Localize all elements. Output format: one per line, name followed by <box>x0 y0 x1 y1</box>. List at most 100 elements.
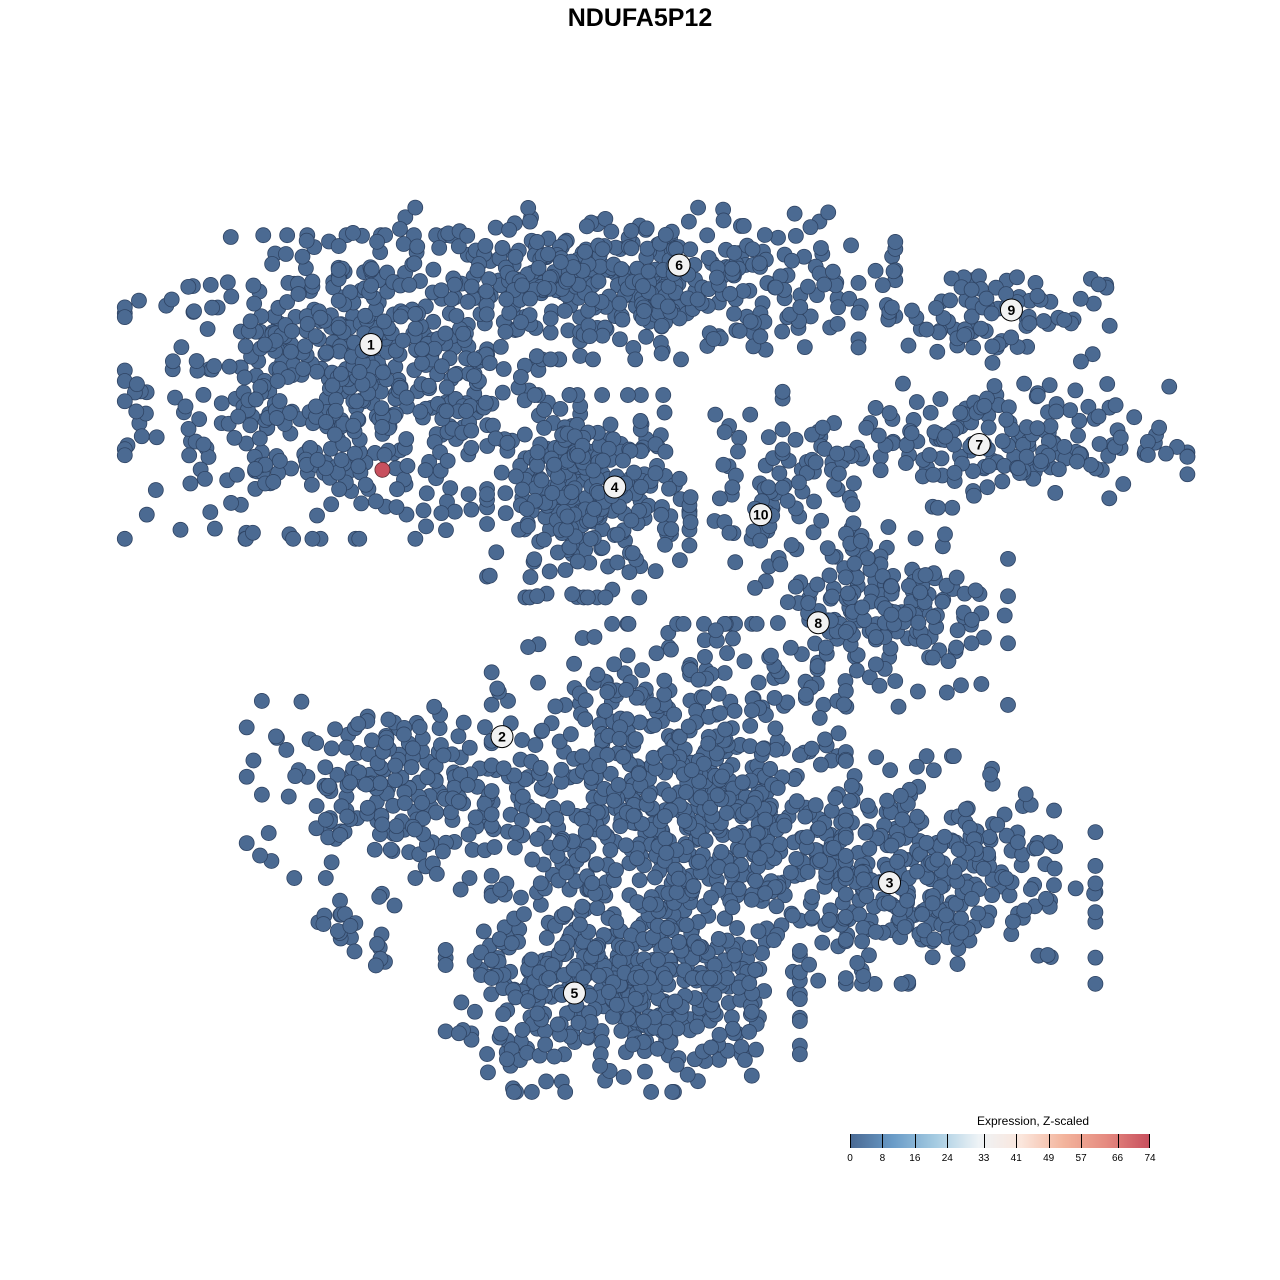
data-point <box>332 892 348 909</box>
data-point <box>478 306 495 323</box>
data-point <box>522 290 538 307</box>
data-point <box>727 554 744 571</box>
data-point <box>368 493 384 510</box>
data-point <box>551 733 568 750</box>
data-point <box>1016 902 1033 919</box>
data-point <box>581 328 598 345</box>
data-point <box>382 841 399 858</box>
data-point <box>813 240 829 256</box>
data-point <box>825 263 841 280</box>
data-point <box>147 482 164 498</box>
data-point <box>786 205 803 222</box>
data-point <box>298 232 315 249</box>
data-point <box>783 252 800 269</box>
data-point <box>230 408 247 425</box>
data-point <box>637 1063 653 1080</box>
data-point <box>648 645 665 662</box>
data-point <box>536 531 552 548</box>
data-point <box>455 325 472 342</box>
data-point <box>479 1046 495 1062</box>
data-point <box>1072 290 1089 307</box>
data-point <box>342 774 358 791</box>
data-point <box>1029 288 1046 304</box>
data-point <box>577 243 593 260</box>
data-point <box>898 455 914 471</box>
data-point <box>345 417 362 434</box>
data-point <box>389 481 405 498</box>
data-point <box>657 536 673 553</box>
data-point <box>251 430 268 447</box>
data-point <box>742 717 759 734</box>
data-point <box>800 595 817 612</box>
data-point <box>204 299 220 316</box>
data-point <box>418 485 435 502</box>
data-point <box>526 387 543 403</box>
data-point <box>963 611 980 628</box>
data-point <box>409 238 426 255</box>
data-point <box>744 836 761 853</box>
data-point <box>653 506 670 523</box>
data-point <box>547 698 564 715</box>
data-point <box>584 291 600 308</box>
data-point <box>195 386 212 403</box>
data-point <box>386 897 403 914</box>
data-point <box>656 672 673 689</box>
data-point <box>549 1016 566 1033</box>
data-point <box>766 689 783 706</box>
data-point <box>516 906 532 923</box>
data-point <box>459 293 476 310</box>
data-point <box>392 308 409 325</box>
data-point <box>514 481 531 498</box>
data-point <box>164 353 181 370</box>
data-point <box>664 1084 681 1100</box>
data-point <box>724 1020 741 1037</box>
data-point <box>763 647 779 664</box>
data-point <box>367 957 384 974</box>
data-point <box>998 411 1015 428</box>
data-point <box>782 864 799 881</box>
data-point <box>774 421 791 438</box>
data-point <box>620 387 636 403</box>
data-point <box>438 403 455 420</box>
data-point <box>797 686 814 703</box>
data-point <box>602 765 619 782</box>
data-point <box>459 777 476 793</box>
data-point <box>707 622 724 639</box>
data-point <box>726 305 742 322</box>
data-point <box>741 975 758 992</box>
data-point <box>583 769 600 786</box>
data-point <box>487 219 504 236</box>
data-point <box>645 697 661 713</box>
data-point <box>448 308 465 324</box>
data-point <box>406 821 423 838</box>
data-point <box>779 594 796 611</box>
data-point <box>978 290 995 307</box>
data-point <box>222 229 239 245</box>
data-point <box>982 766 999 783</box>
data-point <box>711 1026 728 1043</box>
colorbar-tick-label: 49 <box>1043 1153 1055 1164</box>
data-point <box>802 219 819 236</box>
data-point <box>742 313 759 330</box>
data-point <box>1056 312 1073 328</box>
data-point <box>796 339 813 356</box>
data-point <box>195 436 212 453</box>
data-point <box>724 260 741 277</box>
data-point <box>488 544 505 561</box>
data-point <box>807 454 824 471</box>
data-point <box>264 256 281 272</box>
data-point <box>837 970 854 986</box>
data-point <box>260 825 277 841</box>
data-point <box>559 508 576 525</box>
data-point <box>855 871 872 888</box>
data-point <box>733 1039 750 1055</box>
data-point <box>836 696 852 713</box>
data-point <box>503 935 520 952</box>
data-point <box>767 720 784 737</box>
data-point <box>850 339 867 356</box>
data-point <box>726 703 743 719</box>
data-point <box>538 930 555 946</box>
data-point <box>722 285 738 302</box>
data-point <box>1048 403 1065 420</box>
data-point <box>450 728 467 745</box>
